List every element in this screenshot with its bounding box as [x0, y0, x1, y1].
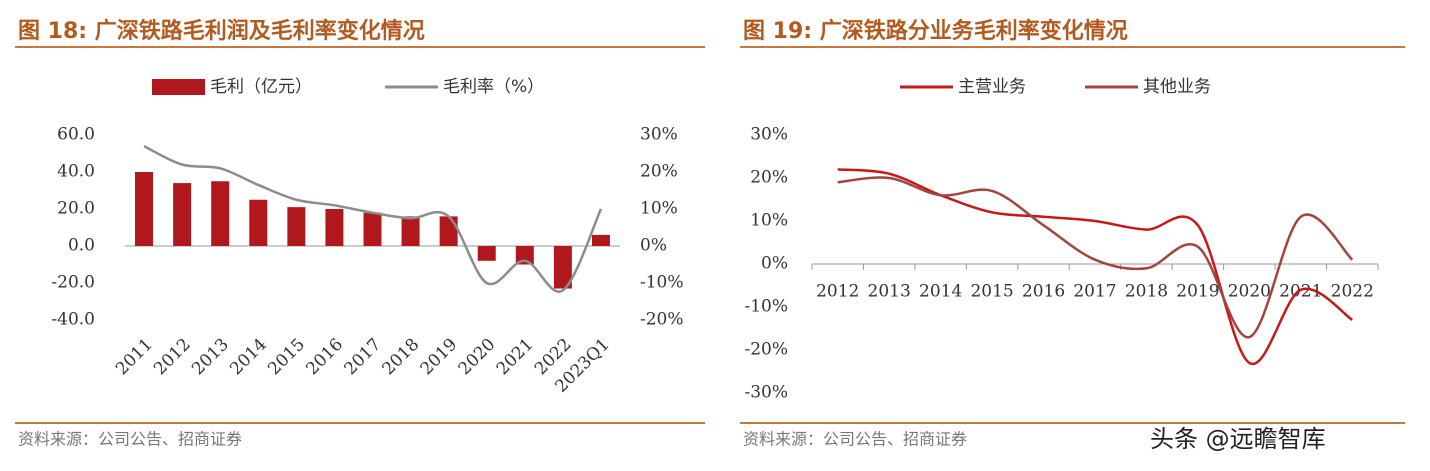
bar [211, 181, 230, 246]
y-tick-label: 20.0 [57, 199, 95, 219]
legend-label: 主营业务 [958, 77, 1026, 97]
x-tick-label: 2015 [264, 335, 309, 380]
x-tick-label: 2021 [493, 335, 538, 380]
bar [439, 216, 458, 246]
y-tick-label: -20.0 [51, 273, 95, 293]
source: 资料来源：公司公告、招商证券 [18, 430, 242, 449]
bar [249, 199, 268, 246]
line [837, 176, 1354, 339]
y-tick-label: -20% [744, 340, 788, 360]
bar [287, 207, 306, 246]
watermark: 头条 @远瞻智库 [1150, 425, 1326, 453]
x-tick-label: 2022 [1331, 282, 1374, 302]
x-tick-label: 2017 [1073, 282, 1116, 302]
bar [401, 216, 420, 246]
bar [591, 234, 610, 246]
y-tick-label: 10% [750, 211, 788, 231]
legend-swatch [152, 79, 205, 95]
x-tick-label: 2021 [1279, 282, 1322, 302]
x-tick-label: 2020 [1228, 282, 1271, 302]
x-tick-label: 2018 [1125, 282, 1168, 302]
legend-label: 其他业务 [1143, 77, 1211, 97]
y-tick-label: 0.0 [68, 236, 95, 256]
x-tick-label: 2013 [188, 335, 233, 380]
x-tick-label: 2019 [1176, 282, 1219, 302]
legend-label: 毛利（亿元） [210, 77, 312, 97]
x-tick-label: 2015 [970, 282, 1013, 302]
y2-tick-label: -10% [640, 273, 684, 293]
chart-title: 图 19: 广深铁路分业务毛利率变化情况 [743, 18, 1128, 44]
bar [363, 212, 382, 246]
y-tick-label: 60.0 [57, 125, 95, 145]
bar [173, 183, 192, 246]
x-tick-label: 2019 [417, 335, 462, 380]
chart-title: 图 18: 广深铁路毛利润及毛利率变化情况 [18, 18, 425, 44]
x-tick-label: 2020 [455, 335, 500, 380]
y2-tick-label: 20% [640, 162, 678, 182]
x-tick-label: 2013 [868, 282, 911, 302]
source: 资料来源：公司公告、招商证券 [743, 430, 967, 449]
bar [325, 209, 344, 246]
y-tick-label: -30% [744, 383, 788, 403]
line [143, 144, 603, 293]
bar [553, 246, 572, 289]
y-tick-label: 30% [750, 125, 788, 145]
y2-tick-label: 10% [640, 199, 678, 219]
x-tick-label: 2017 [340, 335, 385, 380]
y-tick-label: 0% [761, 254, 788, 274]
x-tick-label: 2011 [112, 335, 157, 380]
y2-tick-label: 30% [640, 125, 678, 145]
x-tick-label: 2016 [1022, 282, 1065, 302]
x-tick-label: 2014 [919, 282, 962, 302]
y2-tick-label: -20% [640, 310, 684, 330]
x-tick-label: 2012 [150, 335, 195, 380]
bar [135, 172, 154, 246]
x-tick-label: 2014 [226, 335, 271, 380]
x-tick-label: 2018 [379, 335, 424, 380]
y-tick-label: -10% [744, 297, 788, 317]
y-tick-label: -40.0 [51, 310, 95, 330]
x-tick-label: 2012 [816, 282, 859, 302]
bar [477, 246, 496, 261]
y2-tick-label: 0% [640, 236, 667, 256]
legend-label: 毛利率（%） [443, 77, 544, 97]
y-tick-label: 40.0 [57, 162, 95, 182]
x-tick-label: 2016 [302, 335, 347, 380]
bar [515, 246, 534, 265]
y-tick-label: 20% [750, 168, 788, 188]
